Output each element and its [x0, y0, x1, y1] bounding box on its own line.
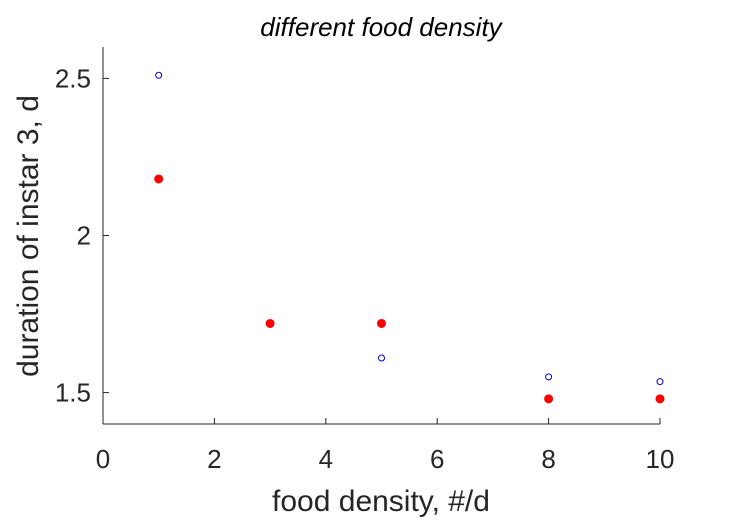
data-point-series-2 [154, 174, 164, 184]
y-axis-ticks: 1.5 2 2.5 [55, 63, 109, 408]
y-tick-label: 2 [77, 221, 91, 251]
data-point-series-2 [655, 394, 665, 404]
x-tick-label: 10 [646, 444, 675, 474]
data-point-series-2 [544, 394, 554, 404]
x-tick-label: 6 [430, 444, 444, 474]
y-tick-label: 2.5 [55, 63, 91, 93]
data-point-series-1 [155, 71, 163, 79]
data-points [154, 71, 665, 404]
data-point-series-2 [377, 318, 386, 328]
data-point-series-2 [265, 318, 275, 328]
x-tick-label: 2 [207, 444, 221, 474]
y-tick-label: 1.5 [55, 378, 91, 408]
x-axis-label: food density, #/d [272, 485, 490, 518]
data-point-series-1 [545, 373, 553, 381]
chart-title: different food density [260, 12, 503, 42]
x-tick-label: 8 [541, 444, 555, 474]
x-tick-label: 4 [319, 444, 333, 474]
axes [102, 47, 660, 425]
x-axis-ticks: 0 2 4 6 8 10 [96, 418, 675, 474]
data-point-series-1 [656, 378, 664, 386]
x-tick-label: 0 [96, 444, 110, 474]
y-axis-label: duration of instar 3, d [12, 95, 45, 377]
data-point-series-1 [378, 354, 385, 362]
